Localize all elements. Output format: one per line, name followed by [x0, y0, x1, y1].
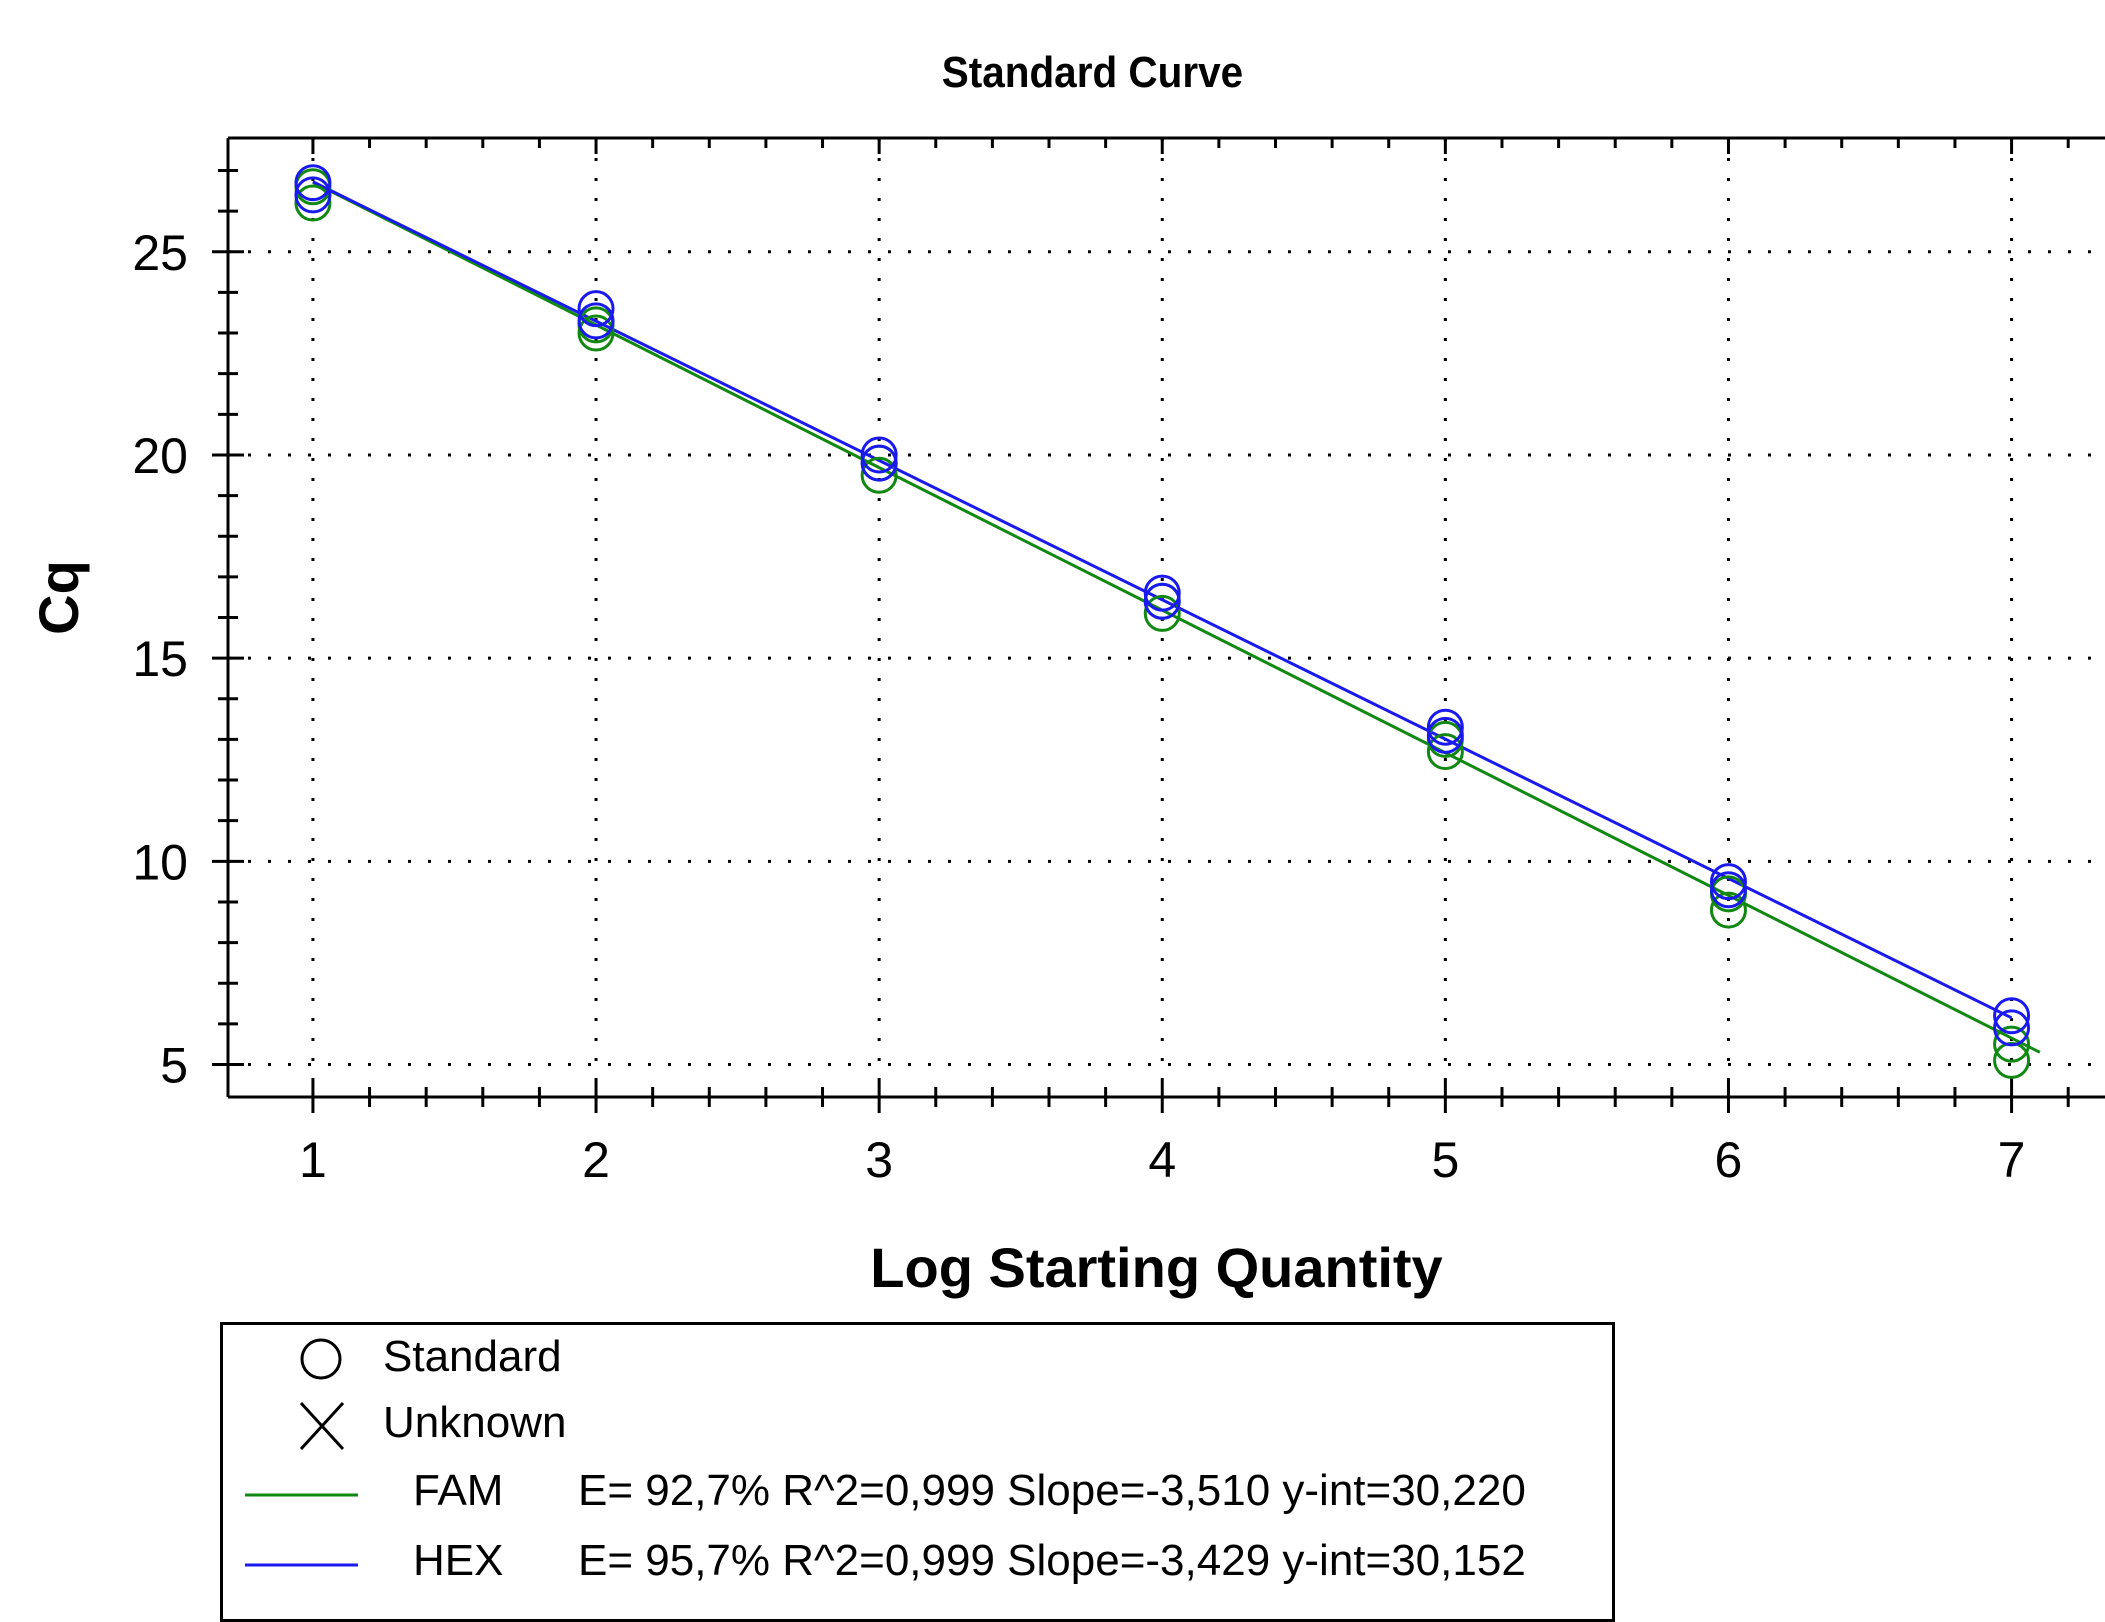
data-point-hex	[1709, 863, 1747, 901]
legend-series-fam: FAM	[413, 1466, 504, 1515]
x-tick-label: 3	[865, 1132, 893, 1188]
legend-stats-fam: E= 92,7% R^2=0,999 Slope=-3,510 y-int=30…	[578, 1466, 1526, 1515]
chart-title: Standard Curve	[941, 48, 1244, 97]
regression-line-fam	[312, 180, 2041, 1054]
y-tick-label: 10	[132, 834, 188, 890]
data-point-fam	[860, 456, 898, 494]
data-point-fam	[294, 184, 332, 222]
tick-labels: 1 2 3 4 5 6 7 5 10 15 20 25	[132, 225, 2025, 1188]
y-tick-label: 15	[132, 631, 188, 687]
legend-item-hex: HEX E= 95,7% R^2=0,999 Slope=-3,429 y-in…	[223, 1529, 1612, 1593]
x-tick-label: 7	[1998, 1132, 2026, 1188]
y-tick-label: 5	[160, 1037, 188, 1093]
data-point-fam	[1426, 733, 1464, 771]
data-point-hex	[1993, 997, 2031, 1035]
legend-item-standard: Standard	[223, 1325, 1612, 1389]
data-point-hex	[1143, 574, 1181, 612]
circle-icon	[300, 1338, 342, 1380]
legend-series-hex: HEX	[413, 1536, 504, 1585]
x-tick-label: 1	[299, 1132, 327, 1188]
axes	[212, 136, 2105, 1113]
data-point-hex	[1993, 1009, 2031, 1047]
standard-curve-plot: 1 2 3 4 5 6 7 5 10 15 20 25 Log Starting Quantity C…	[27, 136, 2105, 1299]
data-point-hex	[294, 164, 332, 202]
x-tick-label: 2	[582, 1132, 610, 1188]
legend-label-standard: Standard	[383, 1332, 562, 1381]
data-points	[294, 164, 2031, 1079]
x-tick-label: 5	[1431, 1132, 1459, 1188]
y-tick-label: 25	[132, 225, 188, 281]
data-point-hex	[1709, 871, 1747, 909]
x-axis-title: Log Starting Quantity	[870, 1236, 1442, 1299]
data-point-hex	[1143, 582, 1181, 620]
data-point-hex	[294, 176, 332, 214]
y-axis-title: Cq	[27, 560, 90, 635]
regression-lines	[312, 180, 2041, 1054]
data-point-hex	[860, 436, 898, 474]
fam-line-swatch	[245, 1493, 358, 1497]
data-point-fam	[1143, 594, 1181, 632]
data-point-hex	[860, 444, 898, 482]
x-tick-label: 4	[1148, 1132, 1176, 1188]
data-point-fam	[1993, 1025, 2031, 1063]
hex-line-swatch	[245, 1563, 358, 1567]
legend-item-unknown: Unknown	[223, 1391, 1612, 1455]
data-point-fam	[577, 314, 615, 352]
data-point-hex	[1426, 716, 1464, 754]
x-mark-icon	[299, 1401, 345, 1451]
legend-item-fam: FAM E= 92,7% R^2=0,999 Slope=-3,510 y-in…	[223, 1459, 1612, 1523]
data-point-hex	[577, 290, 615, 328]
x-tick-label: 6	[1715, 1132, 1743, 1188]
chart-legend: Standard Unknown FAM E= 92,7% R^2=0,999 …	[220, 1322, 1615, 1622]
legend-stats-hex: E= 95,7% R^2=0,999 Slope=-3,429 y-int=30…	[578, 1536, 1526, 1585]
data-point-fam	[1709, 891, 1747, 929]
y-tick-label: 20	[132, 428, 188, 484]
legend-label-unknown: Unknown	[383, 1398, 567, 1447]
data-point-hex	[577, 302, 615, 340]
regression-line-hex	[312, 180, 2013, 1020]
data-point-hex	[1426, 708, 1464, 746]
